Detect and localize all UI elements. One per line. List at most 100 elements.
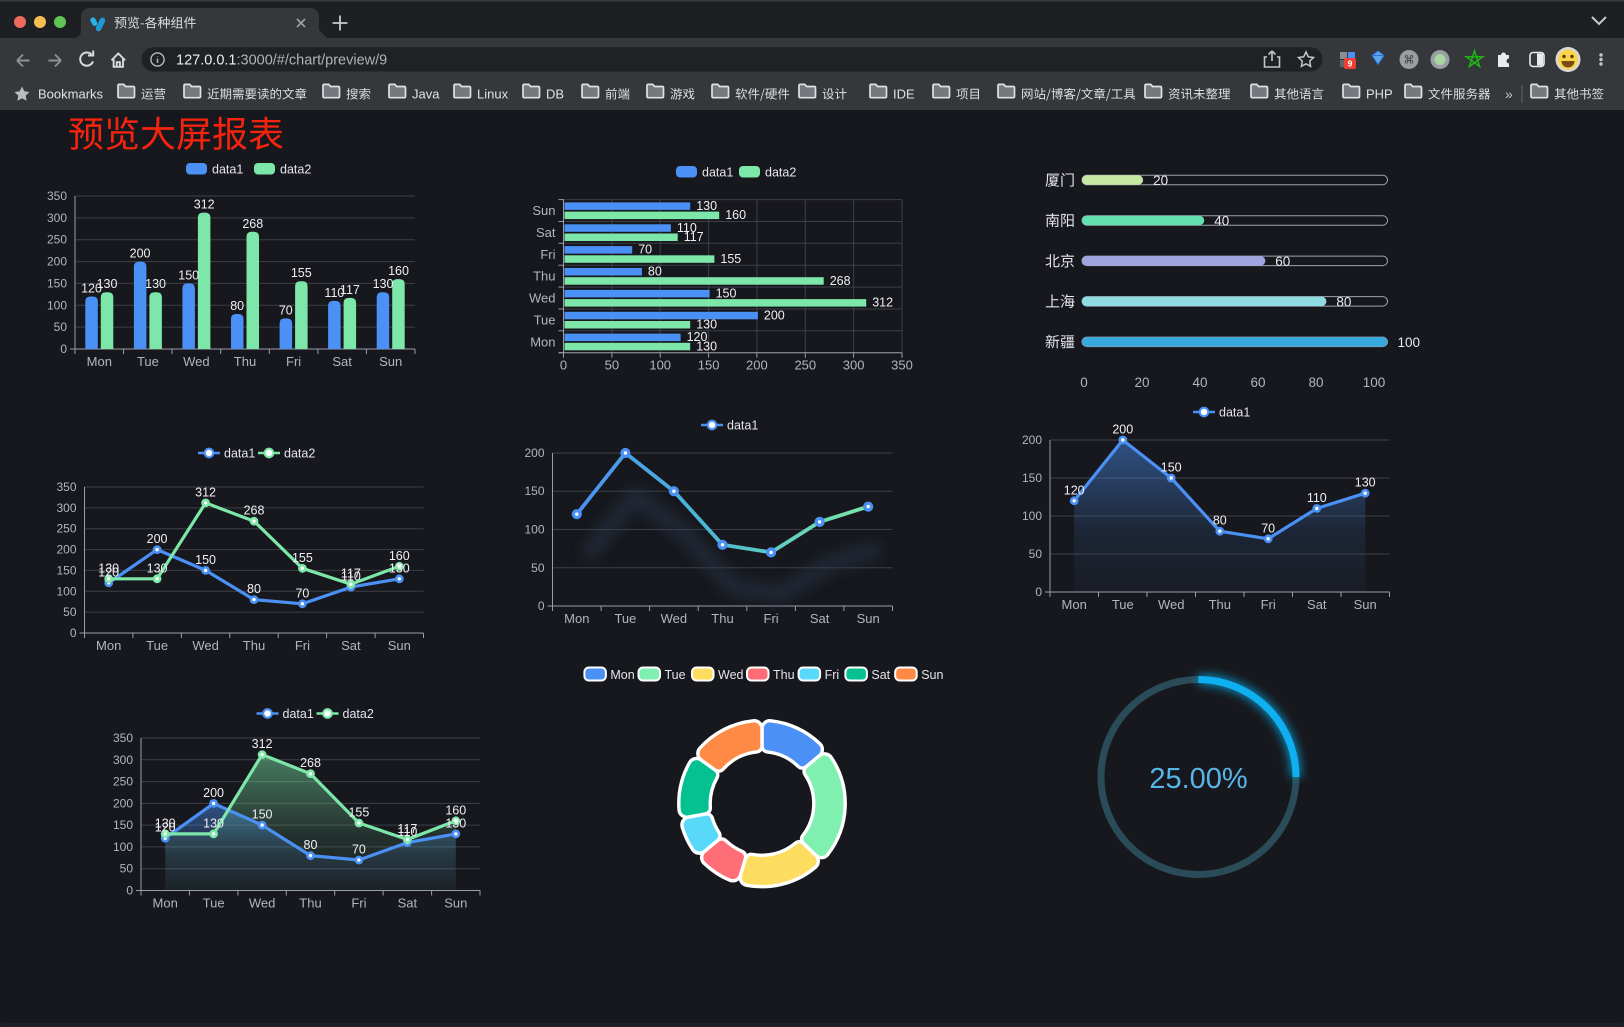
svg-text:70: 70 [1261,521,1275,535]
svg-text:160: 160 [445,803,466,817]
svg-text:80: 80 [230,299,244,313]
svg-text:268: 268 [300,756,321,770]
svg-text:0: 0 [560,358,567,373]
svg-text:60: 60 [1275,254,1290,269]
svg-text:Tue: Tue [534,312,556,327]
svg-text:Tue: Tue [665,668,686,682]
svg-text:120: 120 [81,282,102,296]
svg-text:data1: data1 [1219,405,1250,419]
svg-text:150: 150 [56,563,76,577]
svg-text:Sat: Sat [810,611,830,626]
svg-text:Linux: Linux [477,87,509,102]
svg-text:0: 0 [538,599,545,613]
svg-text:200: 200 [113,796,133,810]
svg-text:117: 117 [397,822,417,836]
svg-text:250: 250 [56,522,76,536]
svg-text:Wed: Wed [661,611,688,626]
svg-text:80: 80 [1213,514,1227,528]
svg-text:80: 80 [648,265,662,279]
svg-text:Fri: Fri [764,611,779,626]
svg-text:20: 20 [1134,375,1149,390]
svg-text:Fri: Fri [540,247,555,262]
svg-text:312: 312 [194,198,215,212]
svg-text:268: 268 [244,504,265,518]
svg-text:300: 300 [56,501,76,515]
svg-text:0: 0 [126,884,133,898]
svg-text:160: 160 [388,264,409,278]
svg-text:Wed: Wed [249,896,276,911]
svg-text:100: 100 [649,358,671,373]
svg-text:312: 312 [195,485,216,499]
svg-text:data1: data1 [224,446,255,460]
svg-text:300: 300 [47,211,67,225]
svg-text:150: 150 [1161,461,1182,475]
svg-text:25.00%: 25.00% [1149,763,1247,795]
svg-text:data1: data1 [702,166,733,180]
svg-text:Sat: Sat [341,638,361,653]
svg-text:60: 60 [1250,375,1265,390]
svg-text:200: 200 [1112,423,1133,437]
svg-text:100: 100 [1022,509,1042,523]
svg-text:130: 130 [155,816,176,830]
svg-text:110: 110 [677,221,697,235]
svg-text:data1: data1 [212,163,243,177]
svg-text:Wed: Wed [529,291,556,306]
svg-text:PHP: PHP [1366,87,1393,102]
svg-text:130: 130 [389,561,410,575]
svg-text:Sat: Sat [536,225,556,240]
svg-text:data2: data2 [343,707,374,721]
svg-text:110: 110 [397,825,417,839]
svg-text:100: 100 [47,298,67,312]
svg-text:0: 0 [1035,585,1042,599]
svg-text:200: 200 [1022,433,1042,447]
svg-text:Mon: Mon [564,611,589,626]
svg-text:200: 200 [56,543,76,557]
svg-text:Tue: Tue [614,611,636,626]
svg-text:40: 40 [1192,375,1207,390]
svg-text:Fri: Fri [286,354,301,369]
svg-text:data1: data1 [283,707,314,721]
svg-text:150: 150 [716,287,737,301]
svg-text:»: » [1505,86,1513,102]
svg-text:120: 120 [155,821,176,835]
svg-text:130: 130 [97,277,118,291]
svg-text:150: 150 [113,818,133,832]
svg-text:80: 80 [1308,375,1323,390]
svg-text:Tue: Tue [203,896,225,911]
svg-text:80: 80 [304,838,318,852]
svg-text:Bookmarks: Bookmarks [38,87,104,102]
svg-text:Mon: Mon [610,668,634,682]
svg-text:117: 117 [341,567,361,581]
svg-text:150: 150 [1022,471,1042,485]
svg-text:Sat: Sat [398,896,418,911]
svg-text:Sun: Sun [444,896,467,911]
svg-text:data2: data2 [280,163,311,177]
svg-text:Thu: Thu [299,896,321,911]
svg-text:50: 50 [531,561,545,575]
svg-text:Fri: Fri [351,896,366,911]
svg-text:127.0.0.1:3000/#/chart/preview: 127.0.0.1:3000/#/chart/preview/9 [176,53,387,69]
svg-text:data2: data2 [765,166,796,180]
svg-text:Tue: Tue [1112,597,1134,612]
svg-text:100: 100 [56,584,76,598]
svg-text:350: 350 [113,731,133,745]
svg-text:50: 50 [120,862,134,876]
svg-text:Thu: Thu [243,638,265,653]
svg-text:70: 70 [279,303,293,317]
svg-text:Sat: Sat [871,668,890,682]
svg-text:0: 0 [1080,375,1088,390]
svg-text:DB: DB [546,87,564,102]
svg-text:150: 150 [252,808,273,822]
svg-text:120: 120 [687,330,708,344]
svg-text:Sun: Sun [1354,597,1377,612]
svg-text:130: 130 [147,561,168,575]
svg-text:Mon: Mon [1062,597,1087,612]
svg-text:IDE: IDE [893,87,915,102]
svg-text:40: 40 [1214,213,1229,228]
svg-text:Thu: Thu [1209,597,1231,612]
svg-text:Mon: Mon [96,638,121,653]
svg-text:20: 20 [1153,173,1168,188]
svg-text:130: 130 [1355,476,1376,490]
svg-text:Fri: Fri [295,638,310,653]
svg-text:117: 117 [684,230,704,244]
